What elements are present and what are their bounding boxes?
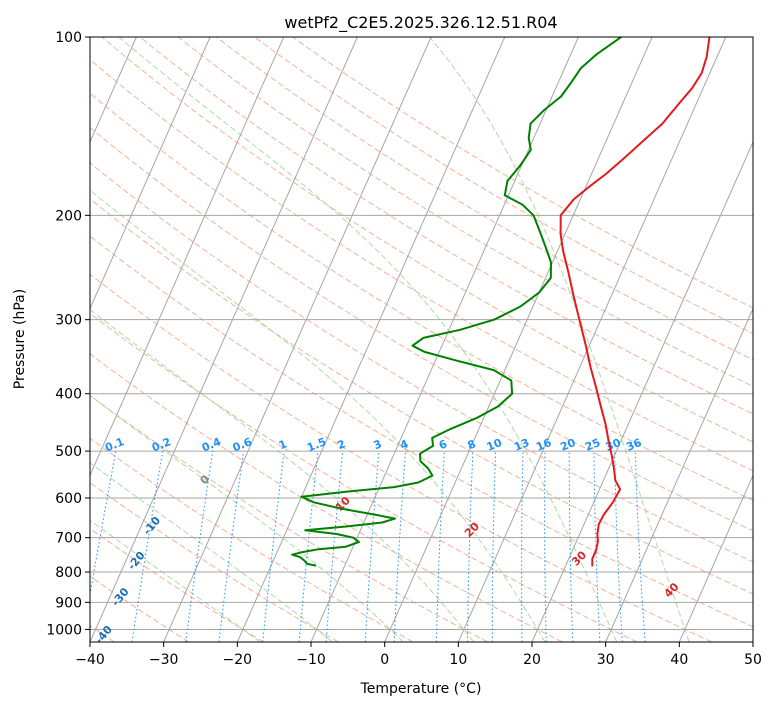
mixing-ratio-line xyxy=(185,451,214,642)
dry-adiabat-line xyxy=(90,273,712,642)
mixing-ratio-label: 1 xyxy=(277,437,289,452)
dry-adiabat-line xyxy=(254,37,753,335)
isotherm-line xyxy=(310,37,579,642)
mixing-ratio-label: 16 xyxy=(534,436,553,454)
x-tick-label: 50 xyxy=(744,652,762,668)
dry-adiabat-line xyxy=(292,37,753,309)
y-tick-label: 100 xyxy=(55,30,82,46)
isotherm-line xyxy=(90,37,285,477)
isotherm-line xyxy=(531,140,753,642)
dry-adiabat-line xyxy=(90,528,264,642)
x-tick-label: 30 xyxy=(597,652,615,668)
isotherm-line xyxy=(90,37,358,642)
y-tick-label: 700 xyxy=(55,531,82,547)
moist-adiabat-line xyxy=(118,37,618,642)
dry-adiabats xyxy=(90,37,753,642)
x-tick-label: −10 xyxy=(296,652,326,668)
dry-adiabat-line xyxy=(215,37,753,361)
mixing-ratio-line xyxy=(90,451,117,598)
y-tick-label: 600 xyxy=(55,491,82,507)
x-tick-label: 10 xyxy=(449,652,467,668)
moist-adiabat-line xyxy=(90,462,333,642)
x-tick-label: −40 xyxy=(75,652,105,668)
y-tick-label: 300 xyxy=(55,313,82,329)
mixing-ratio-label: 36 xyxy=(624,436,643,454)
dry-adiabat-line xyxy=(101,37,753,443)
x-axis-label: Temperature (°C) xyxy=(360,681,482,697)
y-tick-label: 800 xyxy=(55,565,82,581)
y-tick-label: 900 xyxy=(55,595,82,611)
isotherm-line xyxy=(163,37,432,642)
dewpoint-trace xyxy=(291,37,623,567)
x-axis-ticks: −40 −30 −20 −10 0 10 20 30 40 50 xyxy=(75,642,762,668)
y-tick-label: 200 xyxy=(55,208,82,224)
chart-title: wetPf2_C2E5.2025.326.12.51.R04 xyxy=(284,13,557,33)
isotherm-line xyxy=(90,37,137,144)
moist-adiabat-line xyxy=(429,37,690,642)
isotherm-line xyxy=(384,37,653,642)
dry-adiabat-line xyxy=(90,198,753,595)
mixing-ratio-line xyxy=(218,451,245,642)
moist-adiabat-line xyxy=(90,394,404,642)
mixing-ratio-label: 2 xyxy=(335,437,347,452)
moist-adiabat-line xyxy=(90,308,475,642)
dry-adiabat-line xyxy=(90,162,753,563)
moist-adiabat-line xyxy=(90,189,546,642)
mixing-ratio-label: 13 xyxy=(512,436,531,454)
mixing-ratio-line xyxy=(131,451,164,642)
dry-adiabat-line xyxy=(90,437,414,642)
profile-series xyxy=(291,37,711,567)
mixing-ratio-label: 8 xyxy=(466,437,478,452)
mixing-ratio-label: 20 xyxy=(558,436,577,454)
mixing-ratio-lines xyxy=(90,451,646,642)
moist-adiabat-line xyxy=(90,519,261,642)
mixing-ratio-label: 25 xyxy=(583,436,602,454)
x-tick-label: 20 xyxy=(523,652,541,668)
plot-frame xyxy=(89,36,754,643)
mixing-ratio-label: 3 xyxy=(372,437,384,452)
dry-adiabat-line xyxy=(90,235,753,628)
mixing-ratio-label: 10 xyxy=(485,436,504,454)
isotherm-line xyxy=(678,474,753,642)
dry-adiabat-line xyxy=(90,482,339,642)
x-tick-label: 40 xyxy=(670,652,688,668)
isotherm-line xyxy=(457,37,727,642)
mixing-ratio-line xyxy=(262,451,285,642)
dry-adiabat-line xyxy=(90,59,753,472)
y-tick-label: 400 xyxy=(55,387,82,403)
dry-adiabat-line xyxy=(177,37,753,387)
y-axis-ticks: 1000 900 800 700 600 500 400 300 200 100 xyxy=(46,30,90,638)
x-tick-label: 0 xyxy=(380,652,389,668)
isotherm-line xyxy=(90,37,211,310)
y-tick-label: 1000 xyxy=(46,622,82,638)
isotherms xyxy=(90,37,753,642)
dry-adiabat-line xyxy=(90,312,638,642)
temperature-trace xyxy=(559,37,711,567)
x-tick-label: −30 xyxy=(149,652,179,668)
dry-adiabat-line xyxy=(139,37,753,415)
x-tick-label: −20 xyxy=(223,652,253,668)
y-tick-label: 500 xyxy=(55,444,82,460)
isotherm-line xyxy=(605,307,753,642)
dry-adiabat-line xyxy=(90,126,753,532)
dry-adiabat-line xyxy=(90,353,563,642)
isotherm-line xyxy=(236,37,506,642)
moist-adiabats xyxy=(90,37,690,642)
y-axis-label: Pressure (hPa) xyxy=(12,289,28,389)
